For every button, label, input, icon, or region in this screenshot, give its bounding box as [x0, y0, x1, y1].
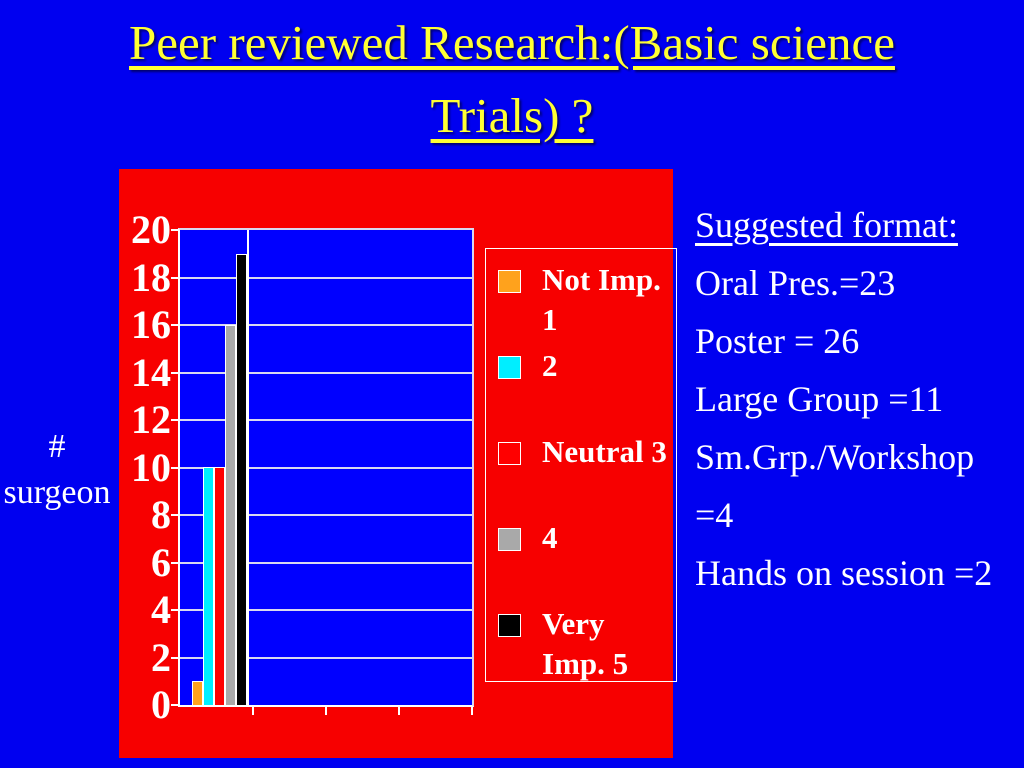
bar-2 — [203, 467, 214, 705]
gridline-2 — [180, 656, 472, 659]
side-text-line-1: Suggested format: — [695, 205, 958, 245]
legend-label-2: 2 — [542, 348, 558, 383]
slide-title-line2: Trials) ? — [430, 88, 594, 143]
bar-1 — [192, 681, 203, 705]
y-tick-label-2: 2 — [151, 634, 171, 680]
gridline-12 — [180, 419, 472, 421]
y-tick-10 — [171, 466, 179, 469]
y-tick-label-18: 18 — [131, 254, 171, 300]
legend-label-5: Very Imp. 5 — [542, 606, 629, 681]
y-tick-label-12: 12 — [131, 397, 171, 442]
legend-swatch-2 — [498, 356, 521, 379]
legend-swatch-3 — [498, 442, 521, 465]
y-tick-0 — [171, 704, 179, 706]
gridline-4 — [180, 609, 472, 611]
chart-legend: Not Imp. 1 2 Neutral 3 4 Very Imp. 5 — [485, 248, 677, 682]
y-tick-16 — [171, 324, 179, 326]
gridline-10 — [180, 466, 472, 469]
side-text-line-4: Large Group =11 — [695, 379, 944, 419]
slide-title-line1: Peer reviewed Research:(Basic science — [129, 15, 895, 70]
legend-item-2: 2 — [498, 348, 672, 432]
bar-4 — [225, 325, 236, 705]
legend-item-4: 4 — [498, 520, 672, 604]
y-tick-label-0: 0 — [151, 682, 171, 727]
legend-item-3: Neutral 3 — [498, 434, 672, 518]
bar-5 — [236, 254, 247, 705]
x-tick-3 — [398, 707, 400, 715]
suggested-format-block: Suggested format: Oral Pres.=23 Poster = 2… — [695, 196, 1024, 602]
y-tick-18 — [171, 276, 179, 279]
legend-label-3: Neutral 3 — [542, 434, 667, 469]
legend-item-5: Very Imp. 5 — [498, 606, 672, 690]
y-tick-label-20: 20 — [131, 207, 171, 252]
y-tick-label-10: 10 — [131, 444, 171, 490]
legend-label-4: 4 — [542, 520, 558, 555]
legend-item-1: Not Imp. 1 — [498, 262, 672, 346]
side-text-line-7: Hands on session =2 — [695, 553, 993, 593]
gridline-16 — [180, 324, 472, 326]
legend-label-1: Not Imp. 1 — [542, 262, 661, 337]
y-axis-title: # surgeon — [3, 428, 111, 511]
y-tick-4 — [171, 609, 179, 611]
x-tick-1 — [252, 707, 254, 715]
gridline-14 — [180, 371, 472, 374]
side-text-line-3: Poster = 26 — [695, 321, 860, 361]
y-tick-label-14: 14 — [131, 349, 171, 395]
side-text-line-5: Sm.Grp./Workshop — [695, 437, 975, 477]
y-tick-2 — [171, 656, 179, 659]
y-tick-14 — [171, 371, 179, 374]
y-tick-8 — [171, 514, 179, 516]
legend-swatch-1 — [498, 270, 521, 293]
slide-title: Peer reviewed Research:(Basic science Tr… — [0, 6, 1024, 152]
bar-3 — [214, 467, 225, 705]
y-tick-label-4: 4 — [151, 587, 171, 632]
y-tick-label-6: 6 — [151, 539, 171, 585]
y-tick-6 — [171, 561, 179, 564]
plot-area — [178, 228, 474, 707]
x-tick-2 — [325, 707, 327, 715]
x-tick-4 — [471, 707, 473, 715]
legend-swatch-5 — [498, 614, 521, 637]
y-tick-label-16: 16 — [131, 302, 171, 347]
side-text-line-2: Oral Pres.=23 — [695, 263, 896, 303]
y-tick-20 — [171, 229, 179, 231]
side-text-line-6: =4 — [695, 495, 734, 535]
gridline-8 — [180, 514, 472, 516]
suggested-format-lines: Suggested format: Oral Pres.=23 Poster = 2… — [695, 196, 1024, 602]
y-tick-12 — [171, 419, 179, 421]
legend-swatch-4 — [498, 528, 521, 551]
gridline-18 — [180, 276, 472, 279]
gridline-6 — [180, 561, 472, 564]
y-tick-label-8: 8 — [151, 492, 171, 537]
category-wall-line — [247, 230, 249, 705]
